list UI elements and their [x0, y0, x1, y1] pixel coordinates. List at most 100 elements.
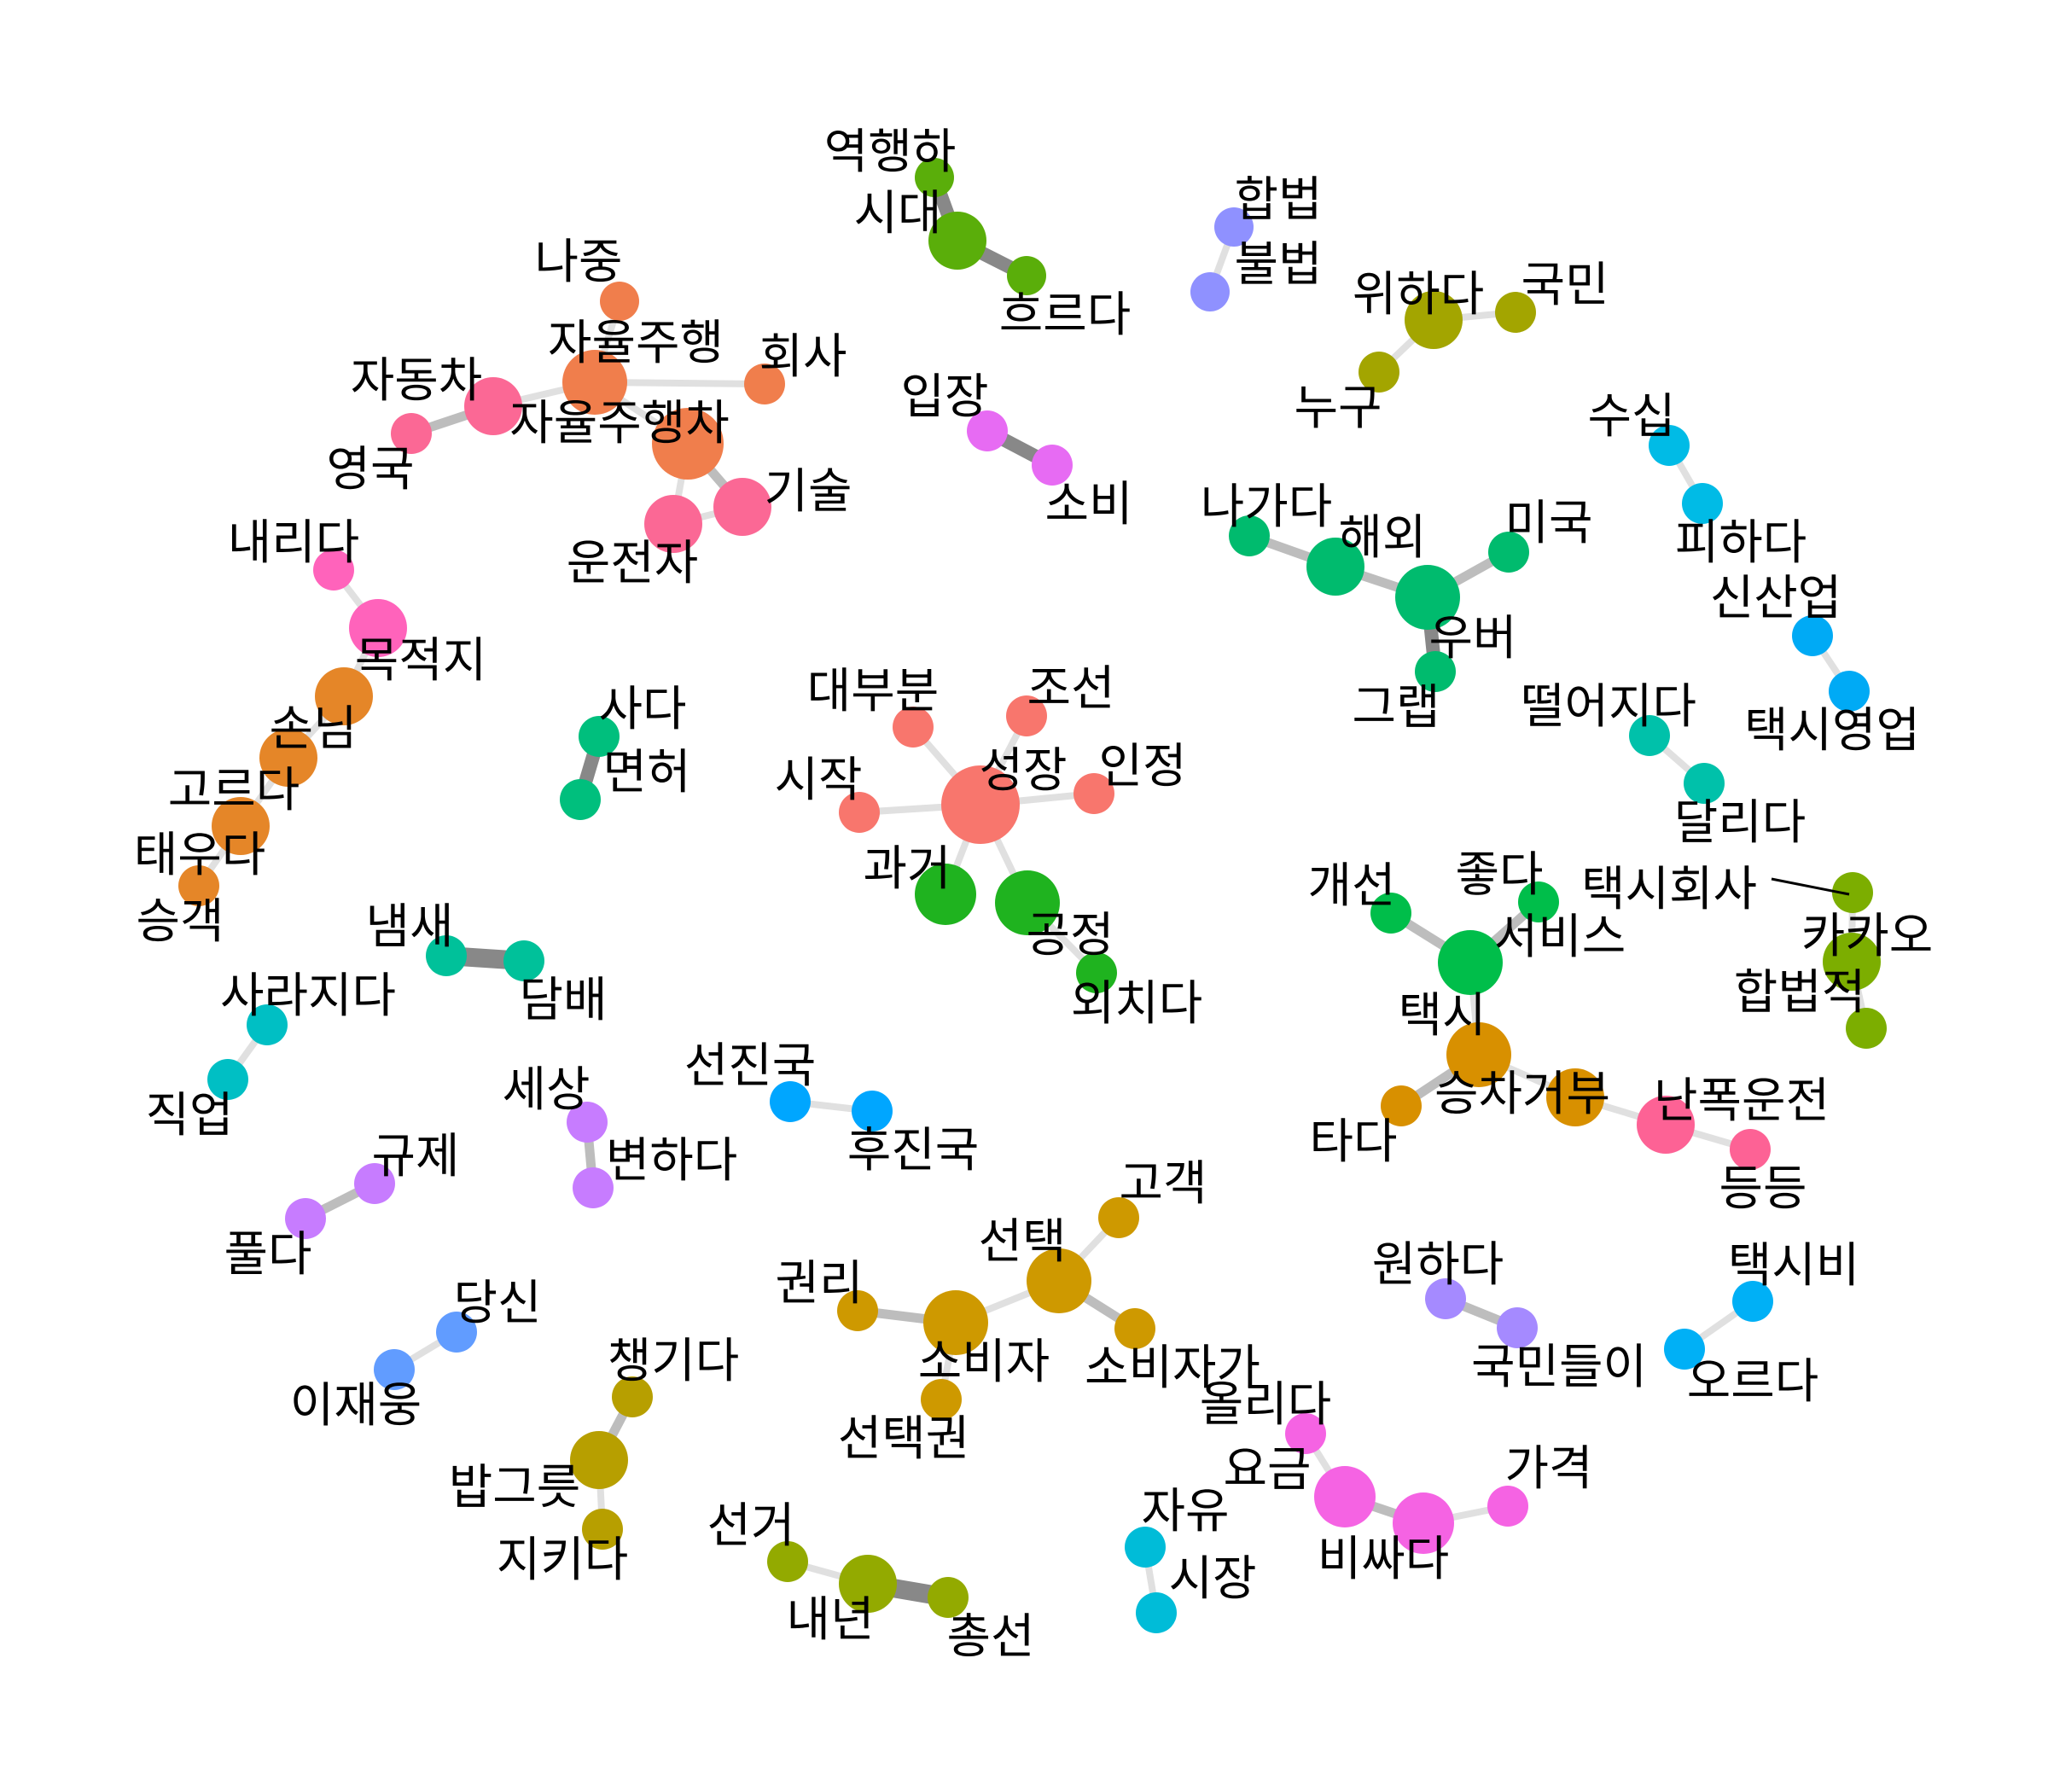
node-규제 — [354, 1163, 395, 1204]
node-타다 — [1381, 1085, 1422, 1126]
node-label-나중: 나중 — [534, 235, 622, 290]
node-label-권리: 권리 — [775, 1256, 863, 1312]
node-label-면허: 면허 — [602, 745, 690, 800]
node-label-합법적: 합법적 — [1734, 965, 1866, 1021]
node-label-공정: 공정 — [1026, 908, 1114, 963]
node-label-자율주행: 자율주행 — [548, 316, 724, 371]
node-label-자유: 자유 — [1141, 1484, 1229, 1539]
node-label-영국: 영국 — [326, 442, 414, 497]
node-영국 — [391, 413, 432, 454]
node-해외 — [1306, 538, 1364, 596]
node-위하다 — [1405, 291, 1463, 349]
node-label-내리다: 내리다 — [228, 515, 360, 571]
node-label-선택권: 선택권 — [838, 1411, 970, 1467]
node-자동차 — [464, 377, 522, 435]
node-비싸다 — [1393, 1492, 1454, 1554]
node-label-승객: 승객 — [136, 894, 224, 950]
node-label-선거: 선거 — [707, 1498, 794, 1554]
node-label-수십: 수십 — [1587, 389, 1675, 445]
node-label-선진국: 선진국 — [684, 1039, 817, 1094]
node-label-손님: 손님 — [269, 701, 357, 757]
node-label-우버: 우버 — [1428, 611, 1516, 666]
node-소비 — [1032, 445, 1073, 486]
node-고객 — [1098, 1197, 1139, 1238]
node-입장 — [967, 410, 1008, 451]
node-목적지 — [349, 599, 407, 657]
node-label-대부분: 대부분 — [807, 664, 940, 719]
node-달리다 — [1684, 763, 1725, 804]
node-label-위하다: 위하다 — [1353, 267, 1485, 323]
node-label-챙기다: 챙기다 — [608, 1334, 740, 1389]
node-label-냄새: 냄새 — [365, 899, 453, 955]
node-좋다 — [1518, 881, 1559, 922]
node-label-비싸다: 비싸다 — [1318, 1532, 1450, 1587]
node-label-시장: 시장 — [1168, 1551, 1256, 1607]
node-label-회사: 회사 — [759, 329, 847, 385]
node-합법 — [1214, 207, 1254, 247]
node-요금 — [1314, 1466, 1376, 1527]
node-불법 — [1190, 272, 1230, 311]
node-label-성장: 성장 — [979, 743, 1067, 799]
node-label-태우다: 태우다 — [134, 828, 266, 883]
node-label-택시회사: 택시회사 — [1581, 862, 1757, 917]
node-밥그릇 — [570, 1431, 628, 1489]
node-label-이재웅: 이재웅 — [290, 1378, 422, 1434]
node-시대 — [928, 212, 986, 270]
node-직업 — [207, 1059, 248, 1100]
node-label-운전자: 운전자 — [567, 536, 699, 591]
node-이재웅 — [374, 1349, 415, 1390]
node-풀다 — [285, 1198, 326, 1239]
node-label-외치다: 외치다 — [1071, 976, 1203, 1032]
node-label-입장: 입장 — [900, 369, 988, 425]
node-label-소비자가: 소비자가 — [1085, 1341, 1260, 1396]
node-label-오르다: 오르다 — [1687, 1354, 1819, 1410]
node-내리다 — [313, 550, 354, 591]
node-label-등등: 등등 — [1719, 1161, 1807, 1217]
node-신산업 — [1792, 615, 1833, 656]
node-label-국민: 국민 — [1521, 258, 1609, 313]
node-label-국민들이: 국민들이 — [1471, 1340, 1647, 1395]
node-난폭운전 — [1637, 1096, 1695, 1154]
node-택시 — [1446, 1022, 1511, 1087]
node-label-고객: 고객 — [1119, 1156, 1207, 1212]
node-사다 — [579, 716, 620, 757]
node-국민 — [1495, 292, 1536, 333]
node-총선 — [928, 1577, 969, 1618]
node-과거 — [915, 864, 976, 925]
node-내년 — [839, 1555, 897, 1613]
node-선택 — [1027, 1248, 1091, 1313]
node-나가다 — [1229, 515, 1270, 556]
node-소비자가 — [1114, 1308, 1155, 1349]
node-대부분 — [893, 707, 934, 748]
node-선진국 — [770, 1081, 811, 1122]
node-수십 — [1649, 425, 1690, 466]
node-조선 — [1006, 695, 1047, 736]
node-label-해외: 해외 — [1338, 510, 1426, 566]
node-카카오 — [1823, 933, 1881, 991]
node-label-원하다: 원하다 — [1372, 1237, 1504, 1293]
node-label-후진국: 후진국 — [847, 1123, 980, 1178]
node-label-자율주행차: 자율주행차 — [509, 396, 730, 451]
node-label-밥그릇: 밥그릇 — [449, 1460, 581, 1516]
node-올리다 — [1285, 1413, 1326, 1454]
node-label-달리다: 달리다 — [1674, 795, 1807, 851]
node-선택권 — [921, 1379, 962, 1420]
node-label-택시영업: 택시영업 — [1744, 703, 1920, 759]
node-label-카카오: 카카오 — [1801, 909, 1934, 964]
node-고르다 — [259, 729, 317, 787]
node-label-지키다: 지키다 — [497, 1533, 629, 1588]
node-label-세상: 세상 — [502, 1062, 590, 1118]
node-label-과거: 과거 — [863, 841, 951, 897]
node-label-흐르다: 흐르다 — [999, 288, 1132, 343]
node-label-불법: 불법 — [1234, 237, 1322, 293]
node-소비자 — [923, 1290, 988, 1355]
node-label-그랩: 그랩 — [1352, 680, 1440, 736]
node-면허 — [560, 779, 601, 820]
node-오르다 — [1664, 1329, 1705, 1370]
node-label-사다: 사다 — [598, 682, 686, 737]
node-label-택시: 택시 — [1398, 988, 1486, 1044]
node-챙기다 — [612, 1376, 653, 1417]
node-label-내년: 내년 — [786, 1592, 874, 1648]
node-역행하 — [915, 158, 954, 197]
